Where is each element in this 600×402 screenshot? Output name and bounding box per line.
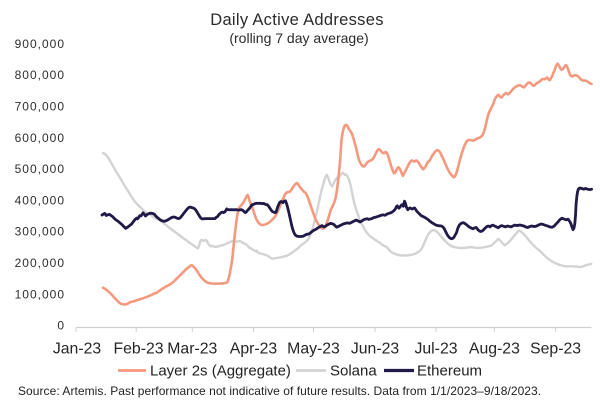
- svg-text:Mar-23: Mar-23: [167, 340, 217, 357]
- svg-text:(rolling 7 day average): (rolling 7 day average): [229, 30, 368, 46]
- svg-text:100,000: 100,000: [15, 287, 65, 301]
- svg-text:Feb-23: Feb-23: [113, 340, 163, 357]
- svg-text:200,000: 200,000: [15, 256, 65, 270]
- svg-text:Apr-23: Apr-23: [230, 340, 278, 357]
- svg-text:May-23: May-23: [287, 340, 340, 357]
- svg-text:Ethereum: Ethereum: [417, 363, 482, 380]
- svg-text:Sep-23: Sep-23: [530, 340, 581, 357]
- svg-text:Layer 2s (Aggregate): Layer 2s (Aggregate): [150, 363, 291, 380]
- svg-text:Source: Artemis. Past performa: Source: Artemis. Past performance not in…: [18, 384, 541, 398]
- svg-text:0: 0: [57, 319, 65, 333]
- svg-text:Jun-23: Jun-23: [351, 340, 400, 357]
- svg-text:400,000: 400,000: [15, 193, 65, 207]
- svg-text:800,000: 800,000: [15, 68, 65, 82]
- svg-text:Jan-23: Jan-23: [53, 340, 102, 357]
- svg-text:Jul-23: Jul-23: [414, 340, 457, 357]
- svg-text:600,000: 600,000: [15, 131, 65, 145]
- svg-text:900,000: 900,000: [15, 37, 65, 51]
- svg-text:300,000: 300,000: [15, 225, 65, 239]
- svg-text:700,000: 700,000: [15, 100, 65, 114]
- svg-text:Aug-23: Aug-23: [469, 340, 520, 357]
- svg-text:Solana: Solana: [330, 363, 377, 380]
- svg-text:Daily Active Addresses: Daily Active Addresses: [210, 11, 384, 29]
- svg-text:500,000: 500,000: [15, 162, 65, 176]
